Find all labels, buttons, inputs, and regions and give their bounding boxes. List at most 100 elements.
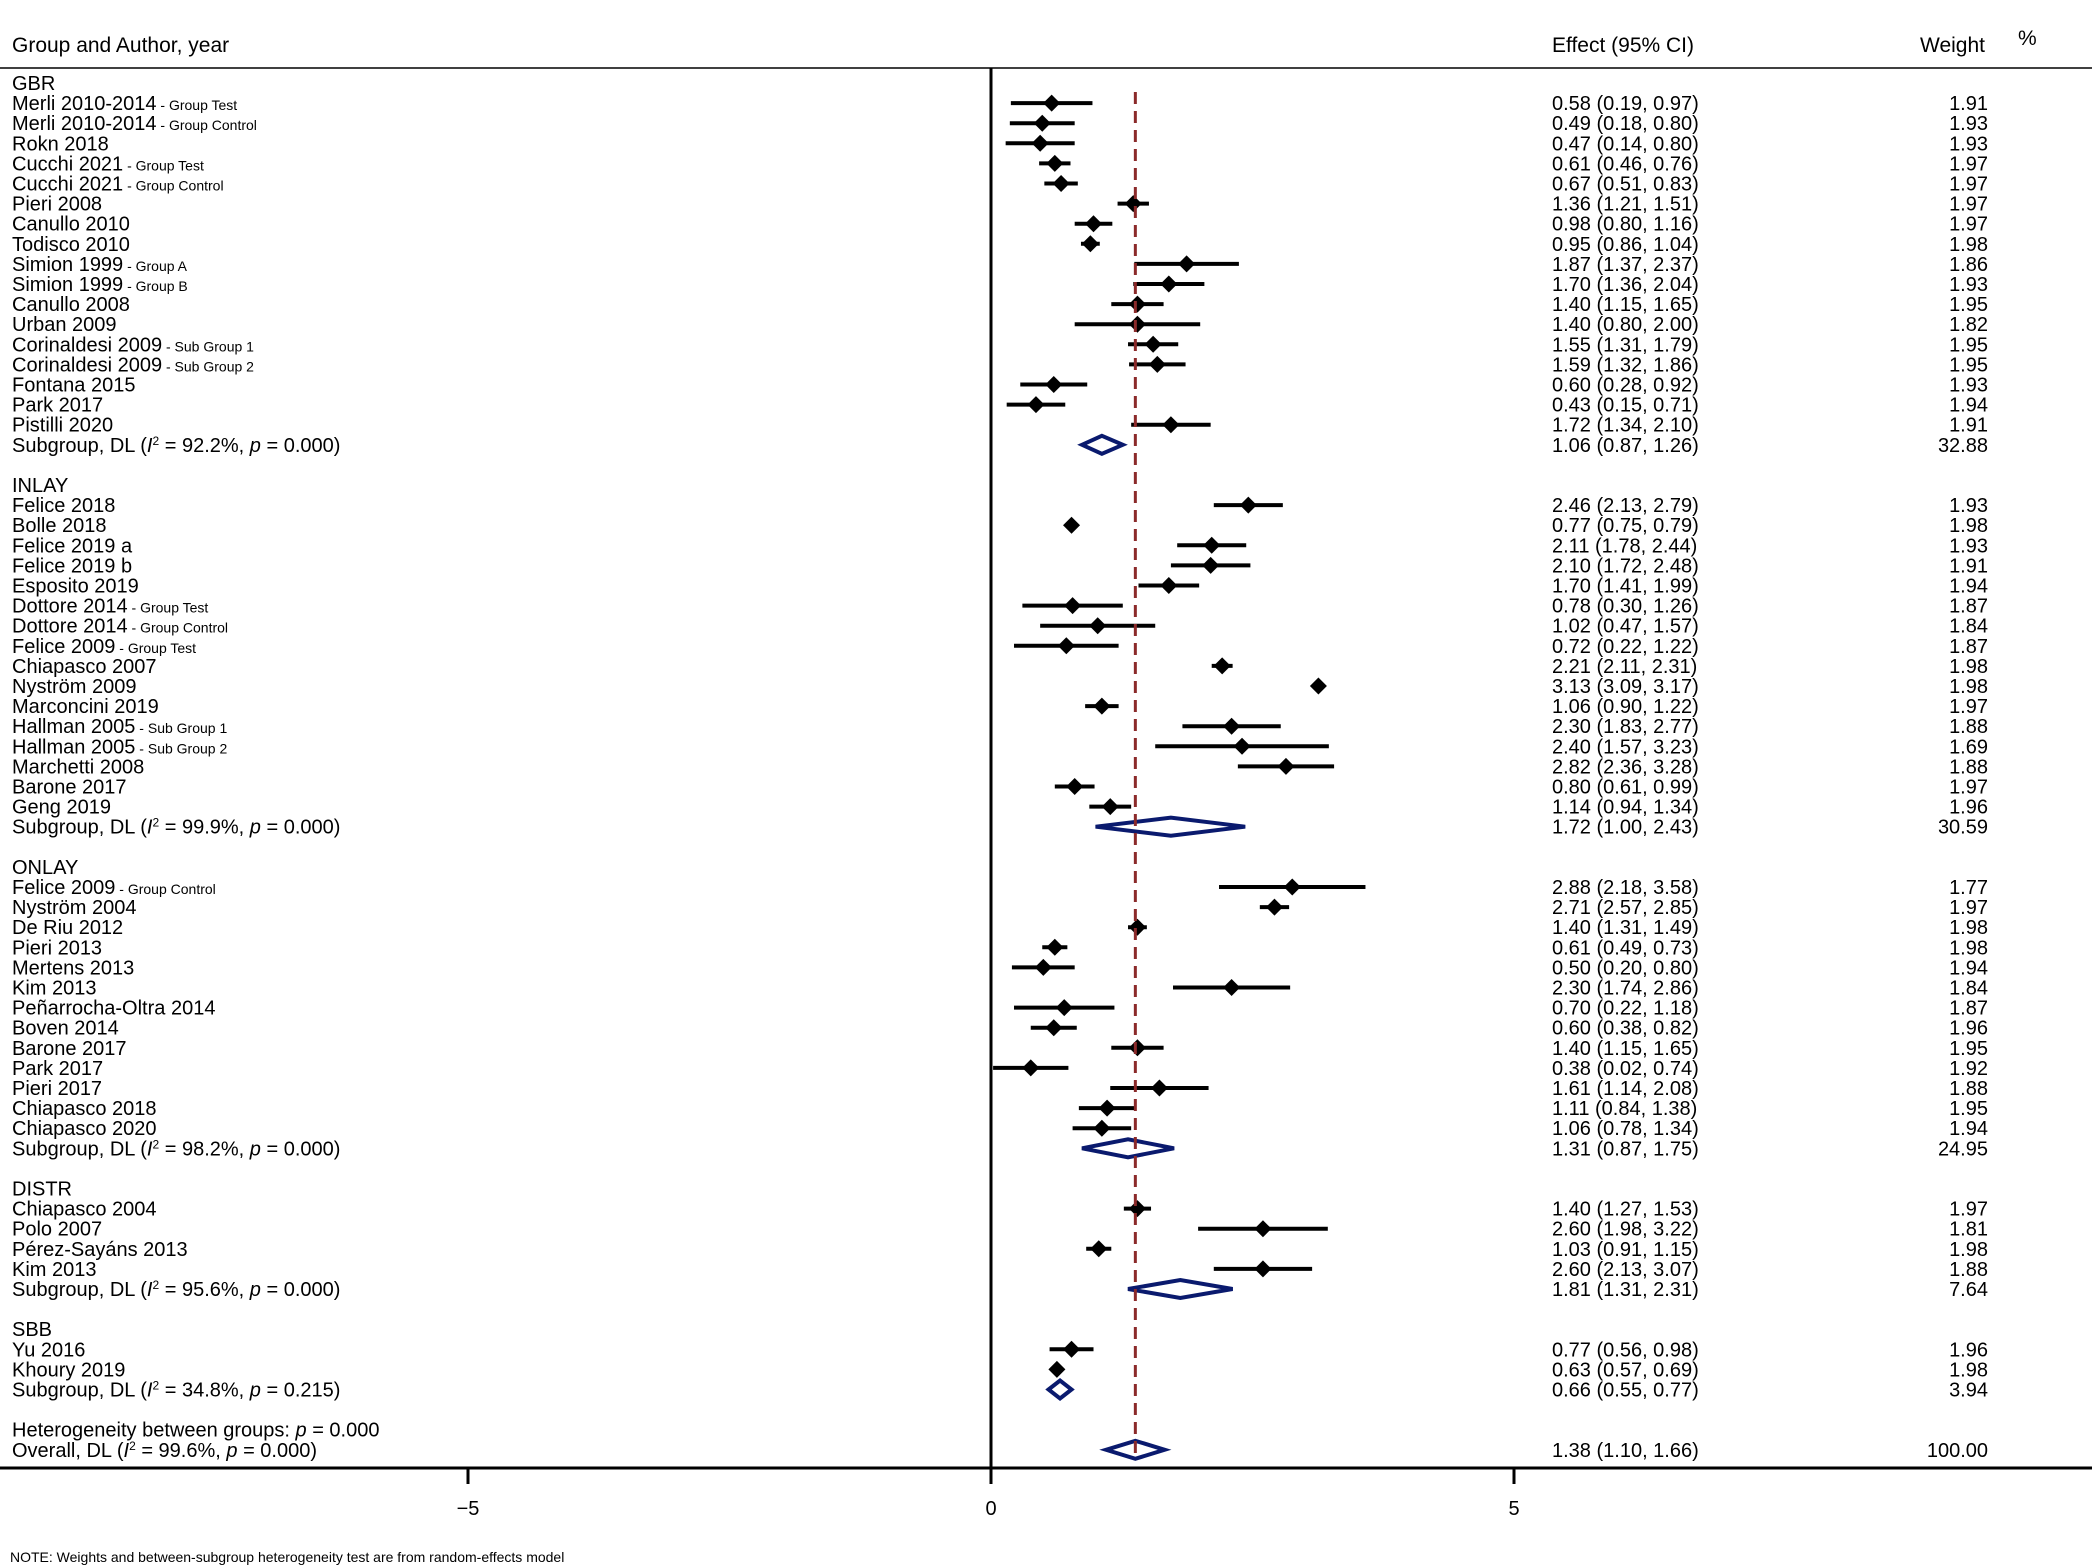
effect-ci-value: 1.02 (0.47, 1.57) <box>1552 616 1699 638</box>
study-name: Peñarrocha-Oltra 2014 <box>12 998 215 1020</box>
weight-value: 1.96 <box>1949 797 1988 819</box>
heterogeneity-prefix: Heterogeneity between groups: <box>12 1420 296 1442</box>
study-name: Pistilli 2020 <box>12 415 113 437</box>
overall-summary-label-p: = 0.000) <box>238 1440 318 1462</box>
subgroup-summary-label-prefix: Subgroup, DL ( <box>12 1279 147 1301</box>
weight-value: 1.93 <box>1949 375 1988 397</box>
study-label: Fontana 2015 <box>12 375 135 397</box>
subgroup-summary-label-p: = 0.000) <box>261 1279 341 1301</box>
study-label: Hallman 2005 - Sub Group 1 <box>12 716 227 738</box>
study-name: Merli 2010-2014 <box>12 113 157 135</box>
study-label: Chiapasco 2020 <box>12 1118 157 1140</box>
subgroup-summary-label: Subgroup, DL (I2 = 98.2%, p = 0.000) <box>12 1137 340 1160</box>
subgroup-summary-label-p: = 0.000) <box>261 817 341 839</box>
point-estimate-marker <box>1045 376 1063 393</box>
study-subgroup-note: - Sub Group 1 <box>135 720 227 736</box>
weight-value: 1.91 <box>1949 93 1988 115</box>
effect-ci-value: 1.40 (1.15, 1.65) <box>1552 1038 1699 1060</box>
effect-ci-value: 1.40 (1.15, 1.65) <box>1552 294 1699 316</box>
point-estimate-marker <box>1178 255 1196 273</box>
weight-value: 1.91 <box>1949 555 1988 577</box>
subgroup-diamond-gbr <box>1077 433 1128 456</box>
point-estimate-marker <box>1309 677 1327 695</box>
study-label: Pieri 2008 <box>12 194 102 216</box>
point-estimate-marker <box>1034 958 1052 976</box>
weight-value: 1.98 <box>1949 656 1988 678</box>
study-name: Canullo 2008 <box>12 294 130 316</box>
point-estimate-marker <box>1283 878 1301 896</box>
study-label: Dottore 2014 - Group Control <box>12 616 228 638</box>
effect-ci-value: 0.77 (0.56, 0.98) <box>1552 1339 1699 1361</box>
point-estimate-marker <box>1055 999 1073 1017</box>
effect-ci-value: 2.30 (1.74, 2.86) <box>1552 978 1699 1000</box>
study-label: Corinaldesi 2009 - Sub Group 2 <box>12 354 254 376</box>
study-subgroup-note: - Sub Group 2 <box>162 358 254 374</box>
point-estimate-marker <box>1081 235 1099 253</box>
study-label: Cucchi 2021 - Group Control <box>12 174 224 196</box>
subgroup-summary-label-i2: = 99.9%, <box>159 817 250 839</box>
study-column-header: Group and Author, year <box>12 34 229 57</box>
weight-value: 1.93 <box>1949 113 1988 135</box>
subgroup-summary-label-sup: 2 <box>152 1379 159 1393</box>
effect-ci-value: 1.55 (1.31, 1.79) <box>1552 334 1699 356</box>
study-label: Nyström 2004 <box>12 897 137 919</box>
study-name: Cucchi 2021 <box>12 153 123 175</box>
subgroup-summary-label: Subgroup, DL (I2 = 92.2%, p = 0.000) <box>12 434 340 457</box>
point-estimate-marker <box>1090 1240 1108 1258</box>
study-subgroup-note: - Group Control <box>128 620 228 636</box>
study-name: Dottore 2014 <box>12 596 128 618</box>
effect-ci-value: 1.59 (1.32, 1.86) <box>1552 354 1699 376</box>
point-estimate-marker <box>1064 597 1082 615</box>
subgroup-summary-label-prefix: Subgroup, DL ( <box>12 435 147 457</box>
point-estimate-marker <box>1128 1200 1146 1218</box>
weight-value: 1.91 <box>1949 415 1988 437</box>
weight-value: 1.93 <box>1949 133 1988 155</box>
study-name: Marchetti 2008 <box>12 756 144 778</box>
subgroup-weight: 24.95 <box>1938 1138 1988 1160</box>
weight-value: 1.97 <box>1949 696 1988 718</box>
point-estimate-marker <box>1045 1019 1063 1037</box>
study-name: Felice 2019 b <box>12 555 132 577</box>
point-estimate-marker <box>1046 938 1064 956</box>
weight-value: 1.98 <box>1949 937 1988 959</box>
subgroup-summary-label-sup: 2 <box>152 434 159 448</box>
study-name: Corinaldesi 2009 <box>12 354 162 376</box>
study-name: Bolle 2018 <box>12 515 107 537</box>
study-name: Urban 2009 <box>12 314 117 336</box>
study-label: Pérez-Sayáns 2013 <box>12 1239 188 1261</box>
weight-value: 1.92 <box>1949 1058 1988 1080</box>
point-estimate-marker <box>1128 315 1146 333</box>
study-subgroup-note: - Group Test <box>115 640 196 656</box>
subgroup-summary-label-p-symbol: p <box>249 1138 261 1160</box>
study-label: Chiapasco 2004 <box>12 1199 157 1221</box>
study-label: Chiapasco 2018 <box>12 1098 157 1120</box>
effect-ci-value: 2.40 (1.57, 3.23) <box>1552 736 1699 758</box>
effect-ci-value: 1.40 (1.31, 1.49) <box>1552 917 1699 939</box>
study-name: Polo 2007 <box>12 1219 102 1241</box>
effect-ci-value: 1.03 (0.91, 1.15) <box>1552 1239 1699 1261</box>
study-name: Park 2017 <box>12 1058 103 1080</box>
subgroup-effect-ci: 1.31 (0.87, 1.75) <box>1552 1138 1699 1160</box>
study-subgroup-note: - Sub Group 2 <box>135 740 227 756</box>
x-axis: −5 0 5 <box>0 1466 2092 1520</box>
study-name: Chiapasco 2007 <box>12 656 157 678</box>
effect-ci-value: 0.78 (0.30, 1.26) <box>1552 596 1699 618</box>
study-name: Pieri 2008 <box>12 194 102 216</box>
point-estimate-marker <box>1148 355 1166 373</box>
effect-ci-value: 2.60 (2.13, 3.07) <box>1552 1259 1699 1281</box>
study-label: Hallman 2005 - Sub Group 2 <box>12 736 227 758</box>
study-name: Yu 2016 <box>12 1339 85 1361</box>
point-estimate-marker <box>1027 396 1045 414</box>
study-name: Pieri 2013 <box>12 937 102 959</box>
study-name: Pérez-Sayáns 2013 <box>12 1239 188 1261</box>
overall-summary-label-p-symbol: p <box>225 1440 237 1462</box>
study-label: Polo 2007 <box>12 1219 102 1241</box>
subgroup-summary-label-p: = 0.215) <box>261 1380 341 1402</box>
effect-ci-value: 1.70 (1.36, 2.04) <box>1552 274 1699 296</box>
weight-value: 1.95 <box>1949 1038 1988 1060</box>
effect-ci-value: 2.60 (1.98, 3.22) <box>1552 1219 1699 1241</box>
study-name: Chiapasco 2004 <box>12 1199 157 1221</box>
subgroup-weight: 7.64 <box>1949 1279 1988 1301</box>
study-subgroup-note: - Group Control <box>157 117 257 133</box>
study-label: Bolle 2018 <box>12 515 107 537</box>
